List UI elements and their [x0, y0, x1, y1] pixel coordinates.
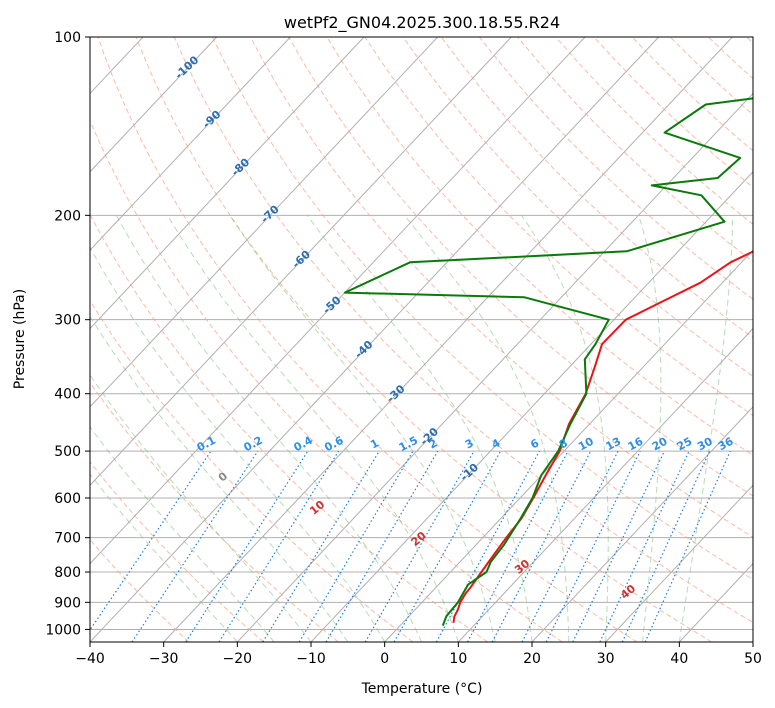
dry-adiabat [211, 37, 753, 581]
x-tick-label: 30 [597, 651, 615, 667]
dry-adiabat [90, 299, 414, 642]
moist-adiabat [167, 215, 459, 642]
y-tick-label: 100 [54, 30, 81, 46]
isotherm-line [90, 37, 512, 486]
isotherm-line [531, 406, 753, 642]
x-axis-label: Temperature (°C) [361, 681, 483, 697]
dry-adiabat [135, 37, 712, 642]
isotherm-line [384, 249, 753, 642]
background-lines [90, 37, 753, 642]
moist-adiabat [306, 215, 533, 642]
mixing-ratio-line [572, 450, 665, 642]
moist-adiabat [678, 215, 734, 642]
moist-adiabat [116, 215, 422, 642]
x-tick-label: −40 [75, 651, 105, 667]
isotherm-line [163, 37, 733, 642]
mixing-ratio-line [218, 450, 340, 642]
y-tick-label: 200 [54, 208, 81, 224]
y-axis-label: Pressure (hPa) [12, 289, 28, 389]
x-tick-label: −10 [296, 651, 326, 667]
mixing-ratio-label: 10 [576, 435, 596, 454]
mixing-ratio-label: 30 [695, 435, 715, 454]
y-tick-label: 900 [54, 595, 81, 611]
mixing-ratio-line [644, 450, 731, 642]
y-tick-label: 800 [54, 565, 81, 581]
y-tick-label: 400 [54, 387, 81, 403]
data-lines [343, 97, 753, 626]
x-tick-label: 0 [380, 651, 389, 667]
mixing-ratio-line [298, 450, 414, 642]
chart-title: wetPf2_GN04.2025.300.18.55.R24 [284, 13, 560, 33]
dry-adiabat [97, 37, 638, 642]
y-tick-label: 300 [54, 313, 81, 329]
moist-adiabat [229, 215, 496, 642]
mixing-ratio-line [621, 450, 711, 642]
mixing-ratio-line [393, 450, 502, 642]
mixing-ratio-label: 25 [675, 435, 695, 454]
isotherm-line [90, 37, 586, 565]
mixing-ratio-line [545, 450, 641, 642]
mixing-ratio-label: 36 [716, 434, 736, 453]
moist-adiabat [90, 246, 386, 642]
plot-frame [89, 36, 754, 643]
dewpoint-profile-line [343, 97, 753, 626]
isotherm-line [457, 327, 753, 642]
mixing-ratio-line [325, 450, 439, 642]
dry-adiabat [173, 37, 753, 624]
mixing-ratio-line [185, 450, 309, 642]
isotherm-line [90, 37, 291, 251]
mixing-ratio-line [90, 450, 212, 631]
moist-adiabat [90, 315, 349, 642]
mixing-ratio-line [435, 450, 540, 642]
mixing-ratio-label: 20 [650, 435, 670, 454]
mixing-ratio-line [364, 450, 475, 642]
isotherm-line [236, 92, 753, 642]
mixing-ratio-label: 16 [626, 435, 646, 454]
dry-adiabat [250, 37, 753, 538]
x-tick-label: 50 [744, 651, 762, 667]
x-tick-label: −20 [223, 651, 253, 667]
moist-adiabat [638, 215, 662, 642]
dry-adiabat [90, 461, 264, 642]
dry-adiabat [326, 37, 753, 457]
moist-adiabat [521, 215, 609, 642]
y-tick-label: 700 [54, 531, 81, 547]
y-tick-label: 600 [54, 491, 81, 507]
mixing-ratio-line [262, 450, 380, 642]
x-tick-label: 10 [449, 651, 467, 667]
dry-adiabat [90, 539, 190, 642]
mixing-ratio-line [599, 450, 690, 642]
isotherm-line [90, 37, 218, 173]
y-tick-label: 1000 [45, 622, 81, 638]
x-tick-label: −30 [149, 651, 179, 667]
temperature-profile-line [452, 250, 753, 624]
x-axis: −40 −30 −20 −10 0 10 20 30 40 50 [75, 642, 762, 667]
dry-adiabat [90, 119, 563, 642]
dry-adiabat [440, 37, 753, 339]
isotherm-line [605, 484, 753, 642]
dry-adiabat [288, 37, 753, 497]
moist-adiabat [90, 473, 238, 642]
isotherm-line [90, 37, 439, 408]
x-tick-label: 40 [670, 651, 688, 667]
moist-adiabat [404, 214, 570, 642]
x-tick-label: 20 [523, 651, 541, 667]
mixing-ratio-label: 13 [604, 435, 624, 454]
y-axis: 100 200 300 400 500 600 700 800 900 1000 [45, 30, 90, 638]
y-tick-label: 500 [54, 444, 81, 460]
dry-adiabat [90, 213, 488, 642]
isotherm-line [90, 37, 365, 330]
dry-adiabat [402, 37, 753, 377]
